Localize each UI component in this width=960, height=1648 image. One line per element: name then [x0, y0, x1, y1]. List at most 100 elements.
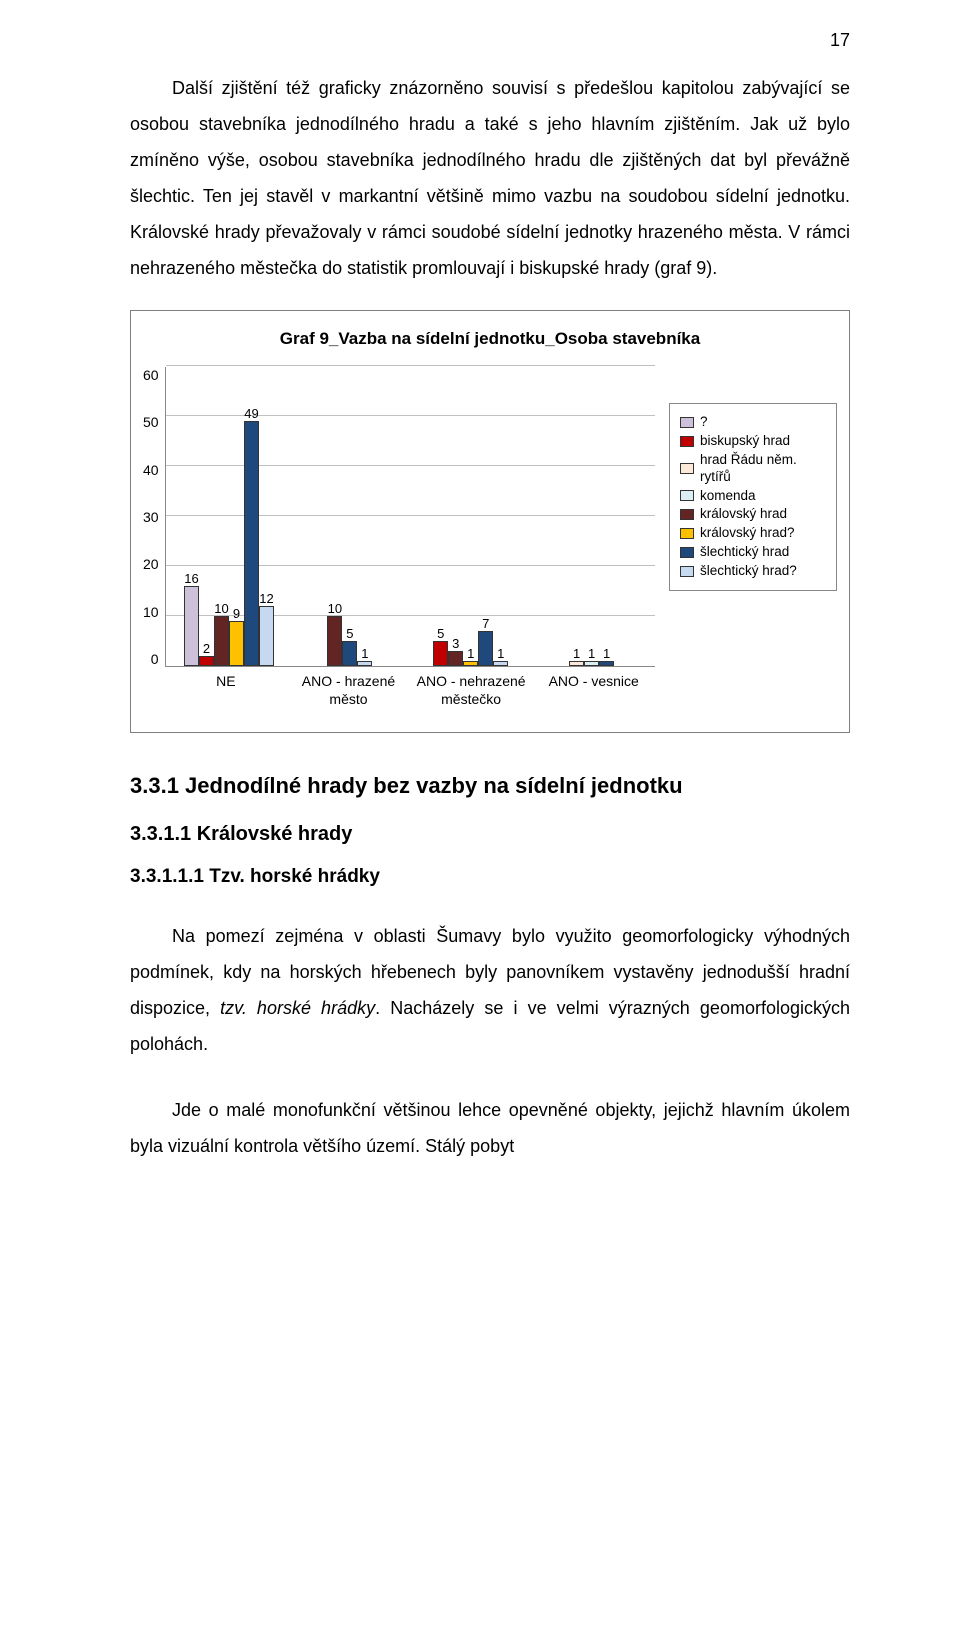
bar-rect	[327, 616, 342, 666]
y-tick: 40	[143, 462, 159, 478]
x-label: ANO - hrazenéměsto	[287, 673, 410, 708]
legend-swatch	[680, 436, 694, 447]
x-label: NE	[165, 673, 288, 708]
grid-line	[166, 365, 655, 366]
bar-rect	[433, 641, 448, 666]
legend-item: biskupský hrad	[680, 433, 826, 450]
paragraph-3: Jde o malé monofunkční většinou lehce op…	[130, 1092, 850, 1164]
legend-label: komenda	[700, 488, 756, 505]
bar-rect	[229, 621, 244, 666]
legend-item: hrad Řádu něm. rytířů	[680, 452, 826, 486]
bar-rect	[448, 651, 463, 666]
y-tick: 60	[143, 367, 159, 383]
y-axis: 60 50 40 30 20 10 0	[143, 367, 165, 667]
bar-rect	[493, 661, 508, 666]
bar: 1	[599, 367, 614, 666]
bar-rect	[584, 661, 599, 666]
paragraph-1-text: Další zjištění též graficky znázorněno s…	[130, 78, 850, 278]
y-tick: 50	[143, 414, 159, 430]
bar: 16	[184, 367, 199, 666]
legend-swatch	[680, 566, 694, 577]
legend-label: královský hrad	[700, 506, 787, 523]
category-group: 16 2 10 9 49 12	[172, 367, 287, 666]
bar: 2	[199, 367, 214, 666]
bar-value-label: 9	[233, 607, 240, 620]
bar: 1	[584, 367, 599, 666]
bar-value-label: 1	[588, 647, 595, 660]
legend-item: šlechtický hrad?	[680, 563, 826, 580]
legend-swatch	[680, 463, 694, 474]
bar: 1	[569, 367, 584, 666]
bar-rect	[569, 661, 584, 666]
paragraph-2: Na pomezí zejména v oblasti Šumavy bylo …	[130, 918, 850, 1062]
x-label: ANO - nehrazenéměstečko	[410, 673, 533, 708]
bar-rect	[199, 656, 214, 666]
bar-value-label: 3	[452, 637, 459, 650]
paragraph-1: Další zjištění též graficky znázorněno s…	[130, 70, 850, 286]
bar-value-label: 49	[244, 407, 258, 420]
bar-value-label: 1	[361, 647, 368, 660]
chart-body: 6050403020100 1621094912105153171111 NEA…	[143, 367, 837, 708]
legend-label: šlechtický hrad?	[700, 563, 797, 580]
bar-value-label: 2	[203, 642, 210, 655]
bar-value-label: 5	[437, 627, 444, 640]
y-tick: 10	[143, 604, 159, 620]
legend-label: biskupský hrad	[700, 433, 790, 450]
legend-swatch	[680, 547, 694, 558]
bar-rect	[342, 641, 357, 666]
bar-value-label: 5	[346, 627, 353, 640]
legend-label: ?	[700, 414, 708, 431]
bar: 7	[478, 367, 493, 666]
bar-value-label: 1	[603, 647, 610, 660]
y-tick: 20	[143, 556, 159, 572]
legend-item: ?	[680, 414, 826, 431]
bar: 10	[327, 367, 342, 666]
legend-item: královský hrad?	[680, 525, 826, 542]
bar-rect	[214, 616, 229, 666]
legend-label: královský hrad?	[700, 525, 795, 542]
y-tick: 0	[151, 651, 159, 667]
page: 1 7 Další zjištění též graficky znázorněn…	[0, 0, 960, 1648]
legend-swatch	[680, 490, 694, 501]
legend: ? biskupský hrad hrad Řádu něm. rytířů kome…	[669, 403, 837, 591]
legend-item: královský hrad	[680, 506, 826, 523]
bar-value-label: 16	[184, 572, 198, 585]
bar-value-label: 10	[328, 602, 342, 615]
legend-label: šlechtický hrad	[700, 544, 789, 561]
legend-item: komenda	[680, 488, 826, 505]
bar-value-label: 12	[259, 592, 273, 605]
legend-swatch	[680, 417, 694, 428]
bar: 5	[342, 367, 357, 666]
bar-rect	[478, 631, 493, 666]
legend-swatch	[680, 509, 694, 520]
bar-rect	[244, 421, 259, 666]
bar: 49	[244, 367, 259, 666]
bar-rect	[599, 661, 614, 666]
x-axis-labels: NEANO - hrazenéměstoANO - nehrazenéměste…	[165, 673, 655, 708]
bar-value-label: 7	[482, 617, 489, 630]
bar: 1	[493, 367, 508, 666]
y-tick: 30	[143, 509, 159, 525]
category-group: 111	[534, 367, 649, 666]
plot-column: 1621094912105153171111 NEANO - hrazenémě…	[165, 367, 655, 708]
category-group: 10 51	[292, 367, 407, 666]
bar: 3	[448, 367, 463, 666]
bar-value-label: 10	[214, 602, 228, 615]
bar: 1	[463, 367, 478, 666]
bar: 5	[433, 367, 448, 666]
bar: 12	[259, 367, 274, 666]
paragraph-3-text: Jde o malé monofunkční většinou lehce op…	[130, 1100, 850, 1156]
category-group: 53171	[413, 367, 528, 666]
bar-value-label: 1	[467, 647, 474, 660]
bar: 9	[229, 367, 244, 666]
bar: 10	[214, 367, 229, 666]
bar: 1	[357, 367, 372, 666]
x-label: ANO - vesnice	[532, 673, 655, 708]
bar-value-label: 1	[497, 647, 504, 660]
heading-3-3-1-1: 3.3.1.1 Královské hrady	[130, 823, 850, 846]
heading-3-3-1-1-1: 3.3.1.1.1 Tzv. horské hrádky	[130, 866, 850, 888]
legend-label: hrad Řádu něm. rytířů	[700, 452, 826, 486]
legend-item: šlechtický hrad	[680, 544, 826, 561]
bar-rect	[184, 586, 199, 666]
chart-title: Graf 9_Vazba na sídelní jednotku_Osoba s…	[143, 329, 837, 349]
